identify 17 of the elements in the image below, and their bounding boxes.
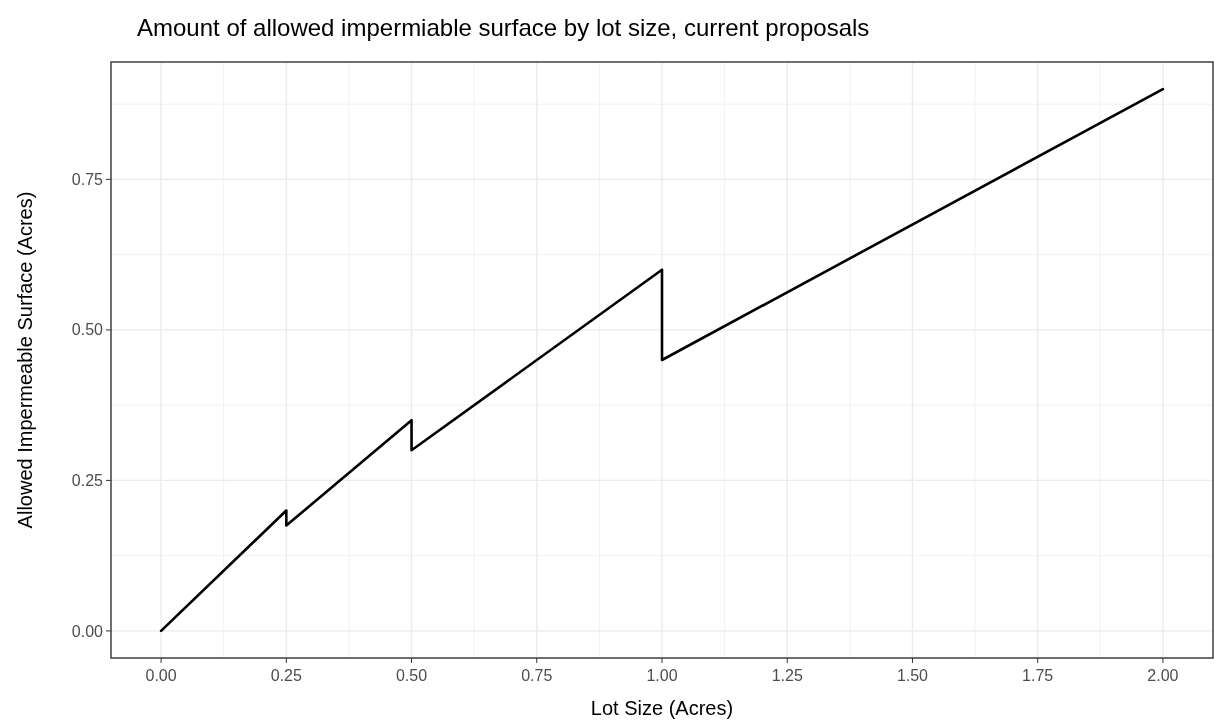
y-axis-title: Allowed Impermeable Surface (Acres): [14, 191, 36, 529]
x-tick-label: 0.50: [395, 667, 428, 684]
line-series: [159, 87, 1165, 633]
y-tick-label: 0.50: [71, 321, 104, 339]
x-tick-label: 1.50: [896, 667, 929, 684]
x-tick-label: 1.00: [646, 667, 678, 684]
y-tick-label: 0.25: [71, 472, 104, 489]
x-tick-label: 2.00: [1147, 667, 1179, 684]
chart-title: Amount of allowed impermiable surface by lot size, current proposals: [137, 14, 870, 41]
x-tick-label: 1.75: [1022, 667, 1054, 684]
x-tick-label: 0.75: [521, 667, 553, 684]
x-tick-label: 1.25: [771, 667, 803, 684]
x-tick-label: 0.00: [145, 667, 177, 684]
y-tick-label: 0.00: [71, 622, 104, 640]
x-tick-label: 0.25: [270, 667, 302, 684]
y-tick-label: 0.75: [71, 170, 104, 188]
x-axis-title: Lot Size (Acres): [590, 697, 734, 719]
